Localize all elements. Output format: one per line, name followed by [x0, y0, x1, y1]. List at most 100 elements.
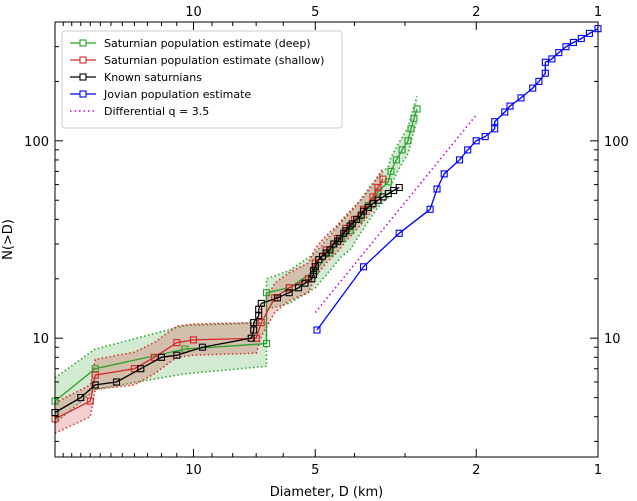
series-2-point — [301, 279, 309, 287]
series-2-point — [348, 220, 356, 228]
series-3-point — [577, 34, 585, 43]
series-2-point — [198, 343, 207, 351]
y-tick-label-right: 100 — [604, 135, 629, 150]
series-1-point — [374, 183, 382, 192]
series-1-point — [150, 353, 158, 361]
series-3-point — [506, 102, 514, 110]
legend-marker — [79, 73, 87, 81]
series-3-point — [433, 185, 441, 193]
series-4-line — [314, 114, 477, 314]
series-2-point — [359, 207, 368, 215]
series-2-line — [54, 186, 400, 414]
series-1-band-upper — [54, 167, 384, 404]
series-3-point — [585, 29, 593, 37]
series-3-point — [501, 108, 509, 116]
x-tick-label-bottom: 2 — [472, 463, 480, 478]
series-2-point — [346, 222, 354, 230]
series-0-point — [392, 156, 400, 164]
series-3-line — [316, 28, 599, 331]
series-0-point — [398, 146, 406, 154]
legend-label: Saturnian population estimate (shallow) — [104, 54, 324, 67]
series-3-point — [472, 137, 480, 145]
series-1-point — [285, 284, 293, 292]
series-0-band-lower — [54, 120, 418, 424]
series-3-point — [395, 229, 403, 237]
series-2-point — [250, 326, 258, 334]
series-2-point — [336, 234, 344, 243]
series-3-point — [455, 156, 464, 164]
legend-marker — [79, 39, 87, 47]
series-3-point — [426, 205, 434, 213]
x-tick-label-top: 10 — [185, 5, 202, 20]
series-1-point — [257, 319, 265, 327]
series-1-point — [173, 339, 181, 347]
series-2-point — [353, 215, 361, 223]
series-2-point — [342, 227, 350, 235]
series-1-band-lower — [54, 190, 384, 434]
x-axis-title: Diameter, D (km) — [270, 485, 383, 500]
series-layer — [51, 25, 602, 423]
series-0-band — [55, 96, 418, 424]
series-3-point — [541, 69, 549, 77]
series-1-band — [55, 167, 383, 434]
legend-label: Differential q = 3.5 — [104, 105, 209, 118]
series-2-point — [273, 294, 282, 302]
series-3-point — [359, 263, 368, 271]
series-0-point — [91, 365, 99, 373]
series-1-point — [189, 336, 198, 344]
series-2-point — [285, 289, 293, 297]
series-2-point — [157, 353, 166, 361]
series-2-point — [77, 394, 85, 402]
x-tick-label-top: 2 — [472, 5, 480, 20]
series-2-point — [250, 319, 258, 327]
series-3-point — [491, 118, 499, 126]
legend-marker — [79, 90, 87, 98]
series-1-point — [86, 397, 94, 405]
series-2-point — [112, 378, 121, 386]
series-1-point — [379, 175, 387, 183]
x-tick-label-bottom: 10 — [185, 463, 202, 478]
legend-label: Saturnian population estimate (deep) — [104, 37, 311, 50]
series-3-point — [440, 170, 448, 178]
series-3-point — [464, 146, 472, 154]
series-3-point — [491, 125, 499, 133]
axes-layer: 10 10 5 5 2 2 1 1 10 10 100 100 Diameter, D (km) N(>D… — [1, 5, 629, 500]
series-2-point — [395, 183, 403, 192]
series-3-point — [562, 43, 570, 51]
series-3-point — [535, 77, 543, 85]
series-0-point — [181, 345, 189, 353]
y-tick-label-right: 10 — [604, 332, 621, 347]
series-2-point — [137, 365, 145, 373]
series-3-point — [548, 55, 556, 63]
series-2-point — [309, 271, 318, 279]
series-3-point — [517, 94, 525, 102]
x-tick-label-bottom: 1 — [594, 463, 602, 478]
series-0-band-upper — [54, 96, 418, 379]
x-tick-label-top: 1 — [594, 5, 602, 20]
legend-label: Jovian population estimate — [103, 88, 251, 101]
series-2-point — [309, 267, 318, 275]
series-2-point — [247, 334, 255, 342]
series-0-point — [262, 339, 271, 348]
series-2-point — [308, 275, 316, 283]
x-tick-label-top: 5 — [311, 5, 319, 20]
series-2-point — [91, 381, 99, 389]
series-2-point — [364, 203, 372, 211]
series-2-point — [326, 246, 334, 254]
series-3-point — [541, 58, 549, 66]
series-3-point — [481, 133, 489, 141]
legend-box — [61, 30, 343, 129]
series-2-point — [173, 351, 181, 359]
series-0-point — [413, 105, 421, 113]
series-2-point — [255, 305, 263, 313]
series-0-point — [410, 114, 418, 122]
series-1-point — [91, 371, 99, 379]
y-tick-label-left: 10 — [32, 332, 49, 347]
series-3-point — [555, 49, 563, 57]
series-0-point — [407, 125, 415, 133]
series-3-point — [569, 38, 577, 47]
series-2-point — [257, 299, 265, 307]
series-0-point — [404, 137, 412, 145]
